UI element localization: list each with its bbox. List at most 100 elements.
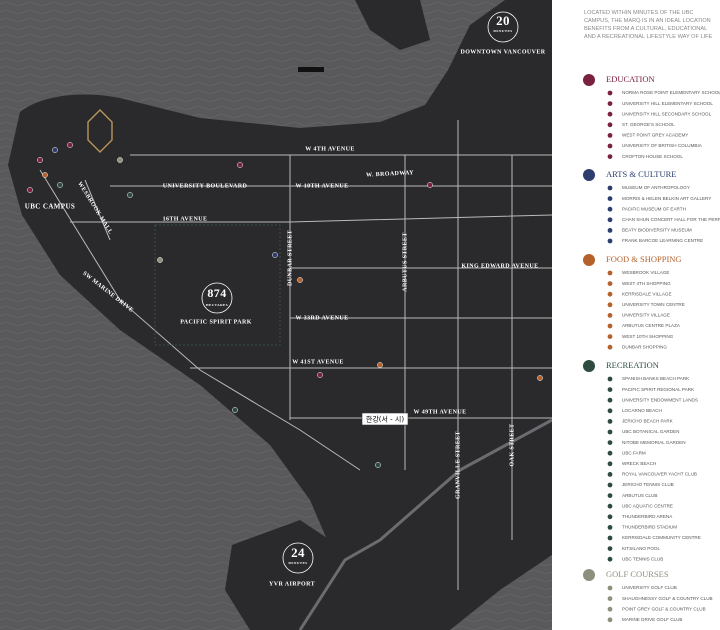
map-label: MINUTES [493, 29, 512, 33]
map [0, 0, 553, 630]
item-dot [607, 376, 613, 382]
map-label: OAK STREET [509, 424, 515, 467]
item-label: PACIFIC SPIRIT REGIONAL PARK [622, 387, 695, 392]
section-title: RECREATION [606, 360, 659, 370]
item-dot [607, 101, 613, 106]
map-label: YVR AIRPORT [269, 581, 315, 587]
road [84, 179, 111, 241]
intro-text: LOCATED WITHIN MINUTES OF THE UBC CAMPUS,… [584, 10, 713, 40]
poi-marker [127, 192, 133, 198]
map-label: HECTARES [206, 303, 228, 307]
item-dot [607, 503, 613, 509]
item-dot [607, 525, 613, 530]
map-label: 24 [291, 545, 305, 560]
item-dot [607, 535, 613, 541]
item-dot [607, 313, 613, 318]
item-label: UBC TENNIS CLUB [622, 556, 663, 561]
item-label: JERICHO TENNIS CLUB [622, 482, 674, 487]
map-label: UNIVERSITY BOULEVARD [163, 183, 248, 189]
map-label: W 49TH AVENUE [414, 409, 467, 415]
map-label: W 41ST AVENUE [292, 359, 344, 365]
item-dot [607, 556, 613, 562]
poi-marker [57, 182, 63, 188]
item-label: ARBUTUS CENTRE PLAZA [622, 323, 681, 328]
roads [39, 120, 553, 590]
item-dot [607, 133, 613, 138]
badge [201, 282, 233, 314]
poi-marker [67, 142, 73, 148]
item-label: DUNBAR SHOPPING [622, 344, 667, 349]
item-dot [607, 440, 613, 445]
item-label: POINT GREY GOLF & COUNTRY CLUB [622, 606, 706, 611]
item-label: WEST 10TH SHOPPING [622, 334, 674, 339]
item-label: UNIVERSITY VILLAGE [622, 313, 670, 318]
section-icon [583, 569, 595, 581]
river [298, 418, 553, 630]
section-title: FOOD & SHOPPING [606, 254, 682, 264]
item-label: UNIVERSITY HILL ELEMENTARY SCHOOL [622, 101, 713, 106]
item-label: UNIVERSITY OF BRITISH COLUMBIA [622, 143, 703, 148]
item-label: CHAN SHUN CONCERT HALL FOR THE PERFORMIN… [622, 217, 720, 222]
item-label: WRECK BEACH [622, 461, 656, 466]
poi-marker [427, 182, 433, 188]
map-label: UBC CAMPUS [25, 203, 75, 211]
item-dot [607, 323, 613, 329]
item-label: ROYAL VANCOUVER YACHT CLUB [622, 472, 697, 477]
item-label: NITOBE MEMORIAL GARDEN [622, 440, 686, 445]
item-dot [607, 291, 613, 297]
item-label: MUSEUM OF ANTHROPOLOGY [622, 185, 690, 190]
logo [87, 109, 113, 153]
item-dot [607, 419, 613, 424]
map-label: DOWNTOWN VANCOUVER [460, 49, 545, 55]
poi-marker [537, 375, 543, 381]
map-label: 20 [496, 13, 510, 28]
item-dot [607, 387, 613, 392]
item-dot [607, 617, 613, 623]
land [355, 0, 430, 50]
item-dot [607, 514, 613, 520]
poi-marker [117, 157, 123, 163]
item-label: CROFTON HOUSE SCHOOL [622, 154, 683, 159]
item-dot [607, 196, 613, 202]
item-label: UNIVERSITY ENDOWMENT LANDS [622, 397, 698, 402]
section-title: ARTS & CULTURE [606, 169, 677, 179]
item-dot [607, 228, 613, 233]
item-dot [607, 344, 613, 350]
map-label: KING EDWARD AVENUE [461, 263, 538, 269]
item-dot [607, 238, 613, 244]
poi-marker [27, 187, 33, 193]
item-label: UBC AQUATIC CENTRE [622, 503, 673, 508]
item-dot [607, 585, 613, 591]
badge [487, 11, 519, 43]
item-label: UNIVERSITY GOLF CLUB [622, 585, 677, 590]
map-label: W 10TH AVENUE [296, 183, 349, 189]
map-label: GRANVILLE STREET [455, 431, 461, 499]
item-dot [607, 482, 613, 488]
item-label: WEST 4TH SHOPPING [622, 281, 671, 286]
map-label: W 4TH AVENUE [305, 146, 355, 152]
item-label: PACIFIC MUSEUM OF EARTH [622, 206, 686, 211]
item-dot [607, 429, 613, 435]
item-dot [607, 90, 613, 96]
item-label: THUNDERBIRD ARENA [622, 514, 673, 519]
item-label: THUNDERBIRD STADIUM [622, 525, 677, 530]
item-dot [607, 408, 613, 414]
poi-marker [297, 277, 303, 283]
poi-marker [375, 462, 381, 468]
item-label: SHAUGHNESSY GOLF & COUNTRY CLUB [622, 596, 713, 601]
item-label: JERICHO BEACH PARK [622, 419, 674, 424]
item-dot [607, 143, 613, 149]
item-label: BEATY BIODIVERSITY MUSEUM [622, 228, 692, 233]
item-dot [607, 472, 613, 477]
map-label: ARBUTUS STREET [402, 232, 408, 291]
item-label: WEST POINT GREY ACADEMY [622, 133, 688, 138]
poi-marker [52, 147, 58, 153]
item-label: WESBROOK VILLAGE [622, 270, 669, 275]
item-label: SPANISH BANKS BEACH PARK [622, 376, 690, 381]
item-label: KERRISDALE COMMUNITY CENTRE [622, 535, 701, 540]
poi-markers [27, 142, 543, 468]
airport-island [225, 520, 390, 630]
section-icon [583, 169, 595, 181]
tooltip: 한강(서 - 시) [361, 412, 409, 426]
poi-marker [272, 252, 278, 258]
